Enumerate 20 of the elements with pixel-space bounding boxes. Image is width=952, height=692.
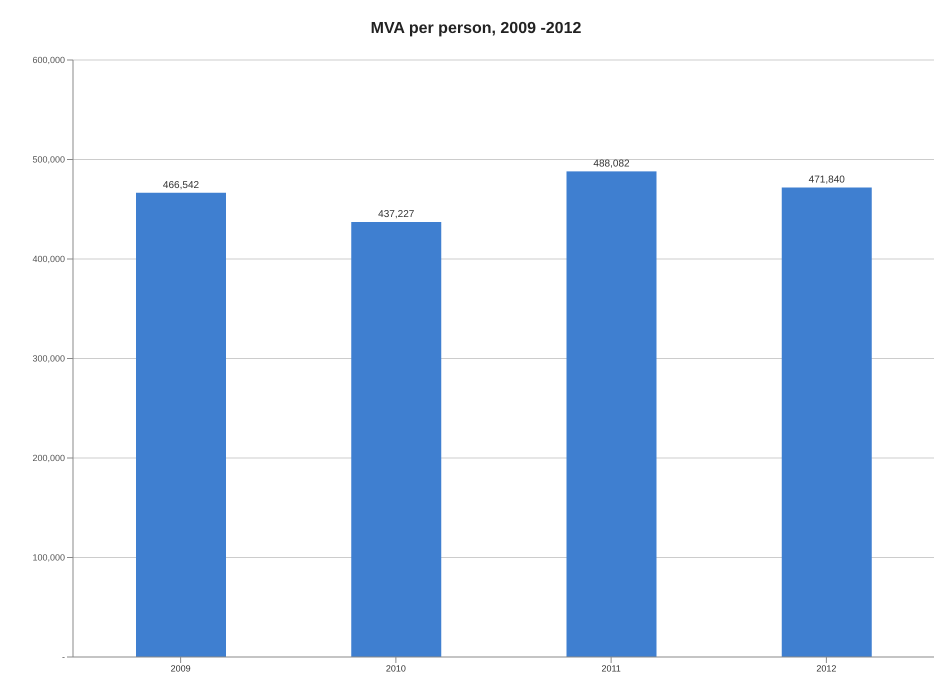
x-tick-label: 2010 xyxy=(386,663,406,674)
bar xyxy=(351,222,442,657)
y-tick-label: 200,000 xyxy=(32,453,65,464)
x-tick-label: 2012 xyxy=(816,663,836,674)
x-tick-label: 2009 xyxy=(170,663,191,674)
data-label: 488,082 xyxy=(593,158,630,170)
y-tick-label: 300,000 xyxy=(32,354,65,364)
chart-title: MVA per person, 2009 -2012 xyxy=(370,19,582,39)
y-tick-label: 500,000 xyxy=(32,154,65,165)
bar xyxy=(566,171,656,657)
y-tick-label: 400,000 xyxy=(32,254,65,264)
x-tick-label: 2011 xyxy=(601,663,621,674)
y-tick-label: 100,000 xyxy=(32,552,65,563)
y-tick-label: - xyxy=(62,652,65,662)
data-label: 466,542 xyxy=(162,180,200,191)
data-label: 437,227 xyxy=(378,208,415,220)
bar xyxy=(782,188,872,657)
data-label: 471,840 xyxy=(808,174,846,186)
y-tick-label: 600,000 xyxy=(32,55,65,66)
bar xyxy=(136,192,226,657)
